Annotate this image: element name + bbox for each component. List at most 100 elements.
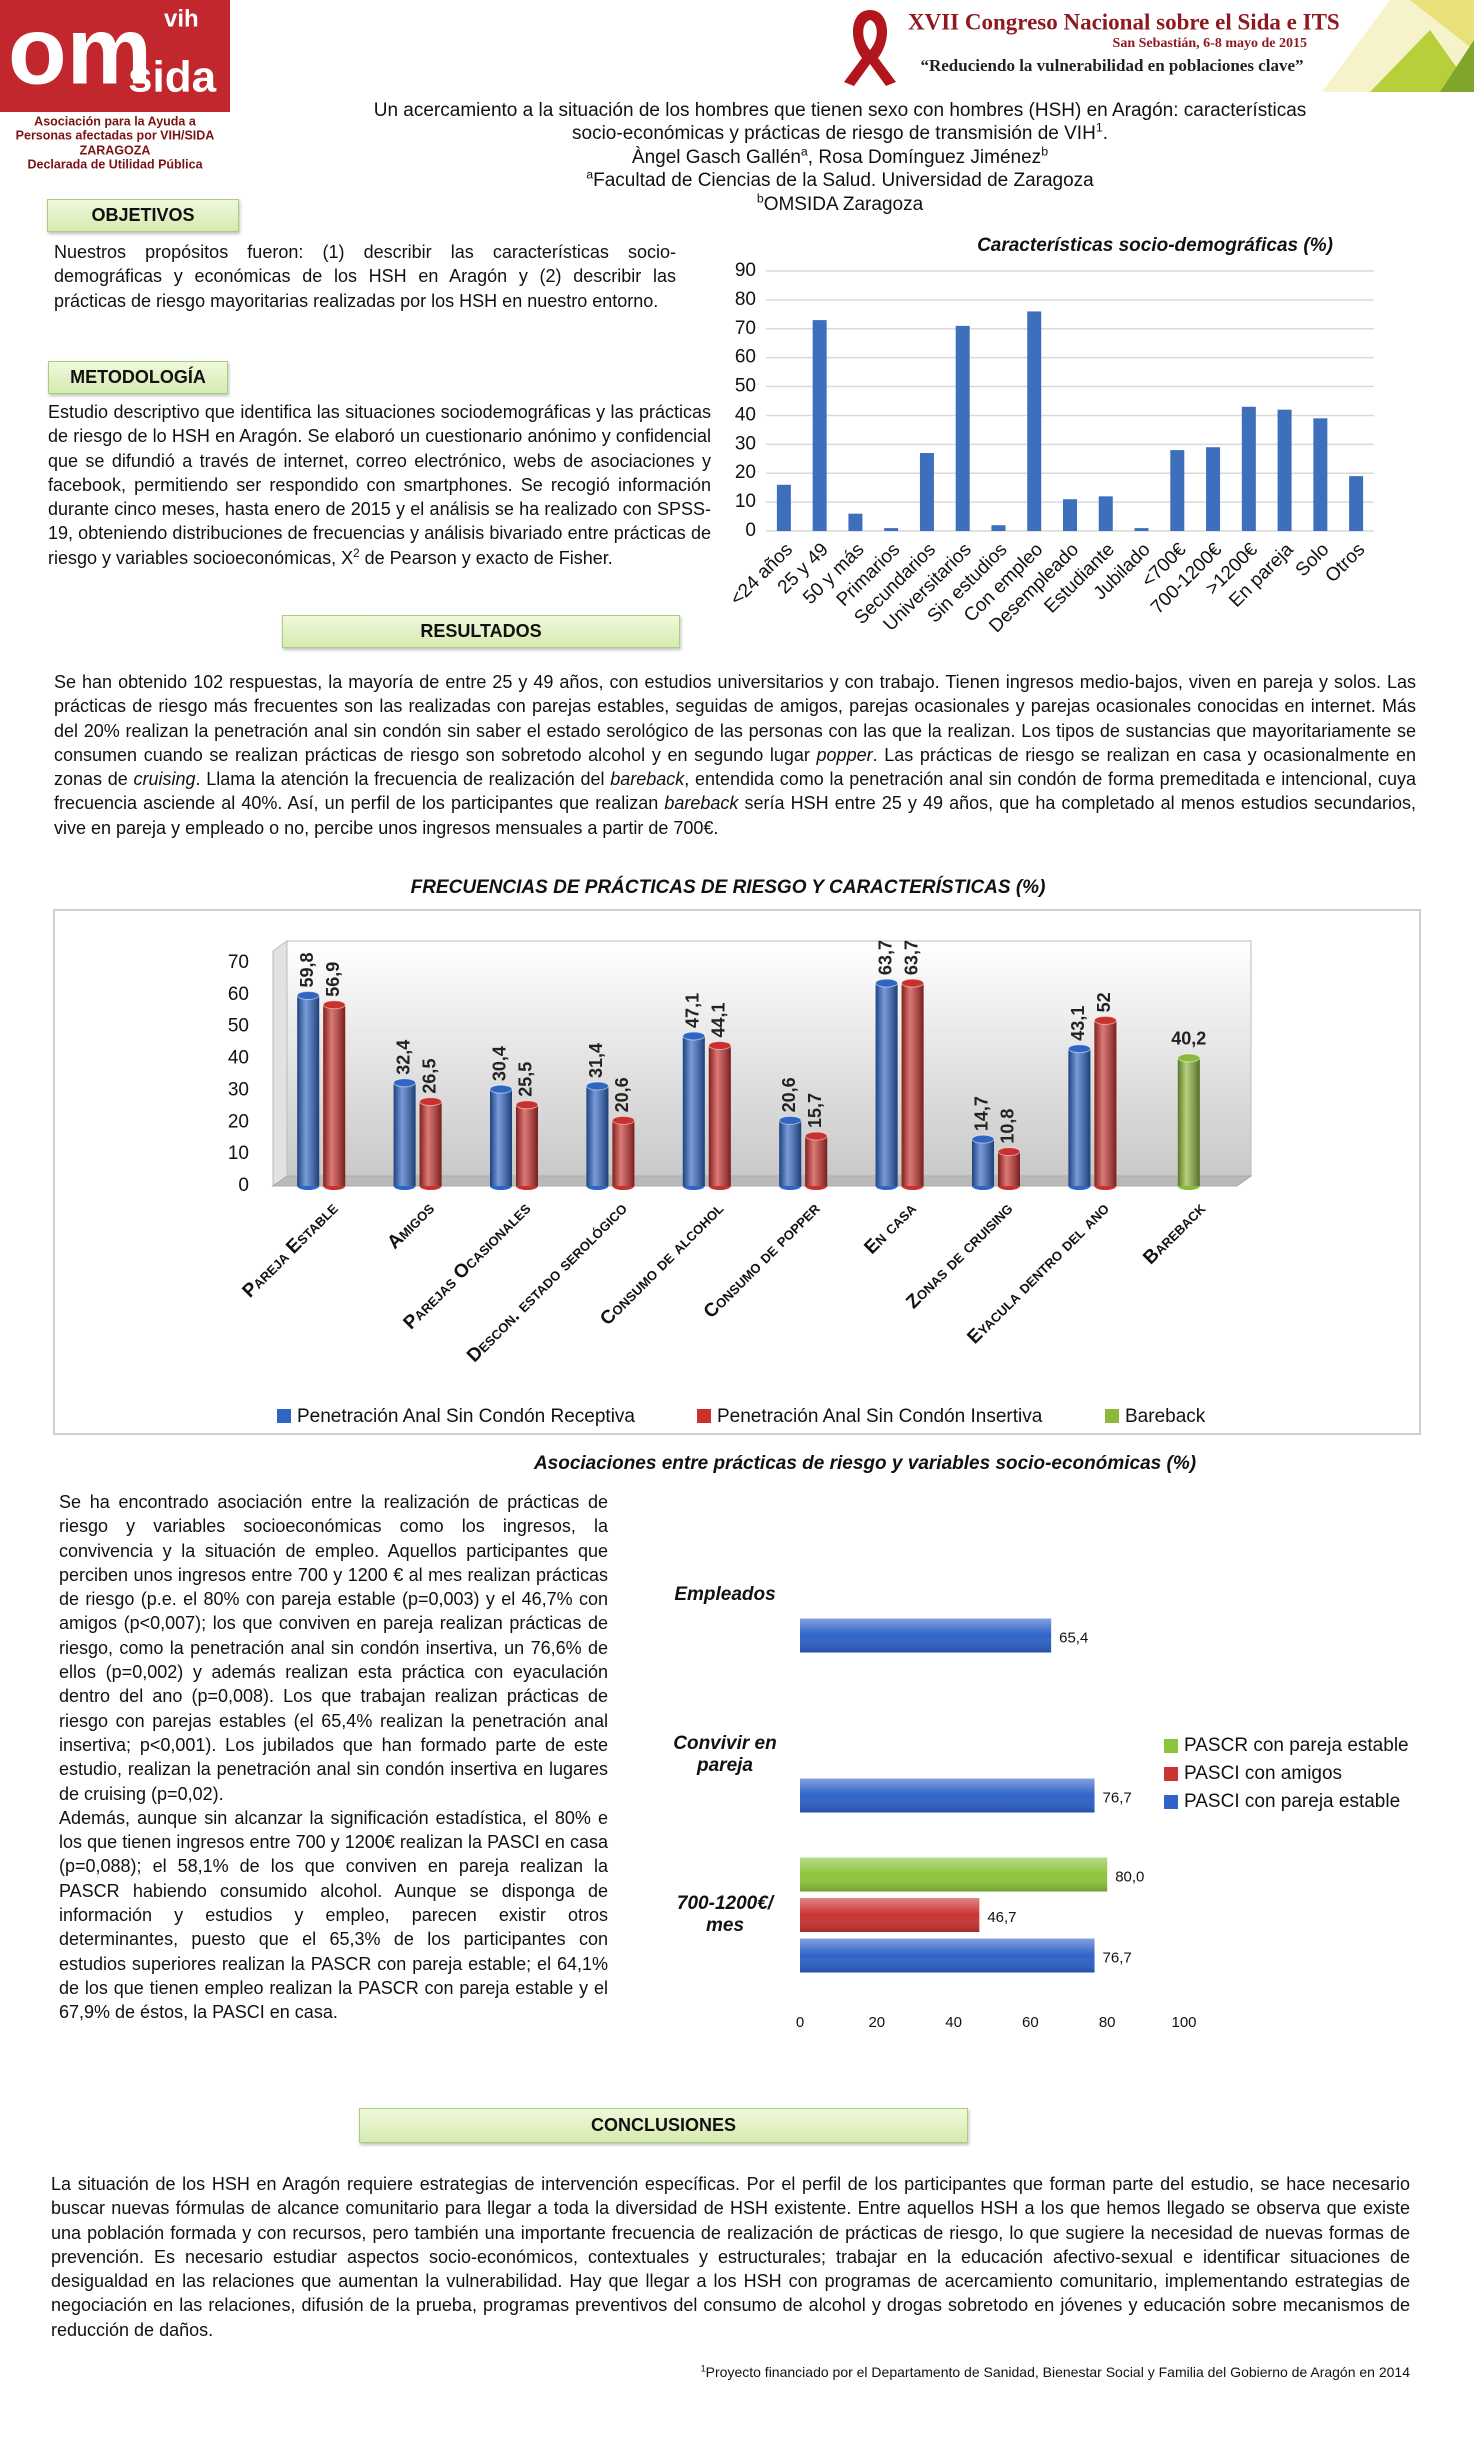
value-label: 31,4: [586, 1043, 606, 1078]
y-tick-label: 50: [735, 376, 756, 397]
logo-line: Personas afectadas por VIH/SIDA: [16, 128, 215, 142]
paragraph: Además, aunque sin alcanzar la significa…: [59, 1807, 608, 2023]
bar-cap: [1093, 1015, 1117, 1025]
legend-swatch: [1105, 1409, 1119, 1423]
chart-title: Asociaciones entre prácticas de riesgo y…: [533, 1453, 1196, 1474]
title-line: socio-económicas y prácticas de riesgo d…: [330, 122, 1350, 145]
logo-mark: om: [8, 0, 152, 104]
bar-shading: [972, 1139, 994, 1186]
legend-swatch: [1164, 1795, 1178, 1809]
value-label: 32,4: [393, 1040, 413, 1075]
bar-shading: [1094, 1020, 1117, 1186]
text-run: socio-económicas y prácticas de riesgo d…: [572, 123, 1096, 145]
chart: Asociaciones entre prácticas de riesgo y…: [533, 1453, 1409, 2031]
bar-cap: [997, 1147, 1021, 1157]
bar-shading: [612, 1120, 635, 1186]
x-tick-label: 20: [868, 2014, 885, 2031]
sup-run: 1: [700, 2363, 706, 2374]
logo-background: [0, 0, 230, 112]
section-heading: RESULTADOS: [282, 615, 680, 648]
text-run: OMSIDA Zaragoza: [763, 193, 924, 215]
x-tick-label: 100: [1171, 2014, 1196, 2031]
poster-title: Un acercamiento a la situación de los ho…: [330, 99, 1350, 216]
value-label: 15,7: [805, 1093, 825, 1128]
bar-cap: [393, 1078, 417, 1088]
x-tick-label: 0: [796, 2014, 804, 2031]
italic-run: popper: [816, 744, 873, 765]
value-label: 80,0: [1115, 1868, 1144, 1885]
value-label: 10,8: [998, 1109, 1018, 1144]
value-label: 63,7: [875, 940, 895, 975]
y-tick-label: 30: [735, 433, 756, 454]
y-tick-label: 40: [735, 404, 756, 425]
bar-shading: [682, 1035, 705, 1186]
bar: [1134, 528, 1149, 531]
chart: FRECUENCIAS DE PRÁCTICAS DE RIESGO Y CAR…: [53, 876, 1421, 1435]
value-label: 26,5: [419, 1059, 439, 1094]
value-label: 76,7: [1103, 1789, 1132, 1806]
value-label: 20,6: [779, 1077, 799, 1112]
bar-shading: [490, 1089, 512, 1186]
conclusiones-text: La situación de los HSH en Aragón requie…: [51, 2174, 1410, 2340]
y-tick-label: 40: [228, 1048, 249, 1069]
congress-title: XVII Congreso Nacional sobre el Sida e I…: [908, 9, 1340, 34]
text-run: . Las prácticas de riesgo se realizan en…: [54, 744, 1417, 790]
sup-run: 2: [353, 546, 360, 560]
bar: [1063, 499, 1077, 531]
value-label: 76,7: [1103, 1949, 1132, 1966]
bar-shading: [708, 1045, 731, 1186]
logo-line: Declarada de Utilidad Pública: [27, 157, 203, 171]
chart-title: FRECUENCIAS DE PRÁCTICAS DE RIESGO Y CAR…: [411, 876, 1046, 898]
italic-run: cruising: [133, 769, 196, 790]
italic-run: bareback: [664, 793, 739, 814]
y-tick-label: 0: [238, 1175, 249, 1196]
y-tick-label: Convivir en pareja: [673, 1733, 777, 1776]
y-tick-label: 60: [735, 347, 756, 368]
y-tick-label: 0: [745, 520, 756, 541]
affiliation-line: bOMSIDA Zaragoza: [330, 192, 1350, 216]
value-label: 25,5: [516, 1062, 536, 1097]
y-tick-label: 20: [228, 1111, 249, 1132]
legend-swatch: [1164, 1739, 1178, 1753]
italic-run: bareback: [610, 769, 685, 790]
bar-shading: [779, 1120, 802, 1186]
category-label-box: 700-1200€/ mes: [677, 1893, 773, 1936]
y-tick-label: Empleados: [674, 1584, 776, 1605]
bar-shading: [323, 1004, 346, 1186]
y-tick-label: 80: [735, 289, 756, 310]
value-label: 40,2: [1171, 1029, 1206, 1049]
legend-label: Penetración Anal Sin Condón Insertiva: [717, 1406, 1043, 1427]
y-tick-label: 30: [228, 1079, 249, 1100]
value-label: 47,1: [683, 993, 703, 1028]
resultados-text: Se han obtenido 102 respuestas, la mayor…: [54, 670, 1416, 840]
value-label: 65,4: [1059, 1629, 1088, 1646]
bar-cap: [322, 1000, 346, 1010]
sup-run: b: [1041, 144, 1049, 159]
bar: [1349, 476, 1364, 531]
text-run: Se han obtenido 102 respuestas, la mayor…: [54, 672, 1416, 765]
section-heading: OBJETIVOS: [47, 199, 239, 232]
y-tick-label: 50: [228, 1016, 249, 1037]
bar-cap: [296, 990, 320, 1000]
decor-triangle: [1370, 30, 1474, 92]
text-run: de Pearson y exacto de Fisher.: [359, 547, 613, 568]
bar-shading: [998, 1151, 1020, 1186]
paragraph: Se ha encontrado asociación entre la rea…: [59, 1492, 608, 1804]
legend-label: PASCR con pareja estable: [1184, 1735, 1409, 1756]
y-tick-label: 70: [228, 952, 249, 973]
bar-shading: [875, 983, 898, 1186]
bar-cap: [489, 1084, 513, 1094]
bar-shading: [800, 1618, 1052, 1653]
bar: [812, 320, 827, 531]
bar-cap: [804, 1131, 828, 1141]
sup-run: 1: [1095, 121, 1103, 136]
bar-cap: [611, 1115, 635, 1125]
bar: [848, 513, 863, 531]
section-heading: METODOLOGÍA: [48, 361, 228, 394]
value-label: 43,1: [1068, 1006, 1088, 1041]
footnote: 1Proyecto financiado por el Departamento…: [600, 2364, 1410, 2380]
text-run: . Llama la atención la frecuencia de rea…: [195, 769, 611, 790]
bar-shading: [800, 1938, 1095, 1973]
bar-cap: [682, 1031, 706, 1041]
